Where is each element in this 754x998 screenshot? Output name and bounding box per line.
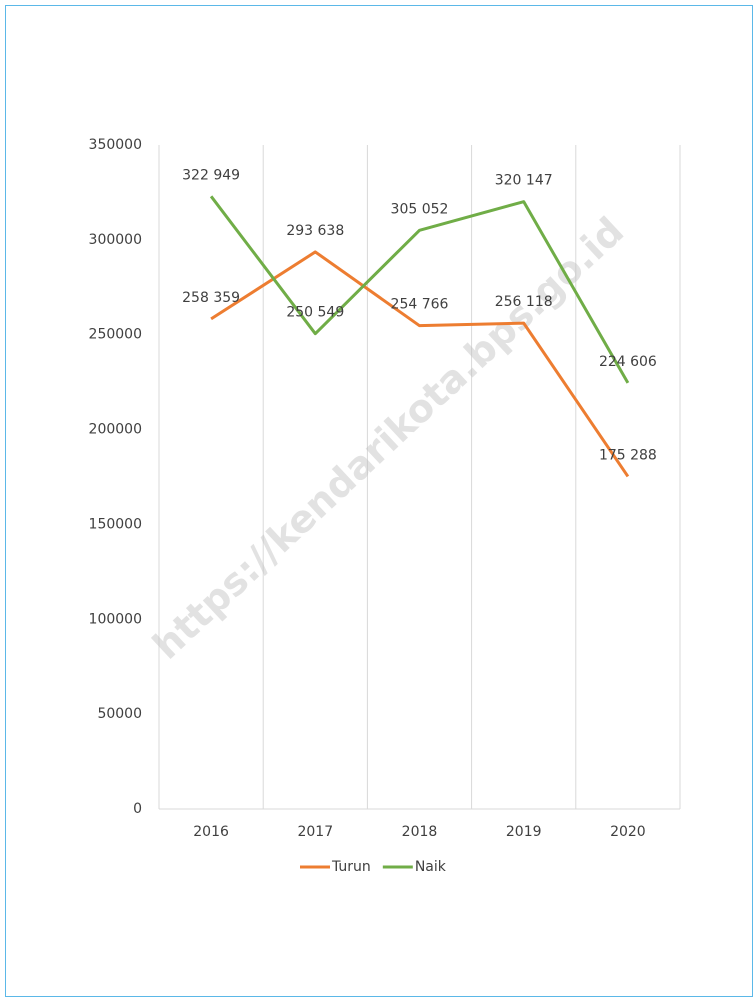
- legend-label: Turun: [331, 859, 371, 875]
- data-label: 254 766: [391, 297, 449, 313]
- data-label: 175 288: [599, 447, 657, 463]
- y-tick-label: 200000: [89, 422, 142, 438]
- data-label: 322 949: [182, 167, 240, 183]
- x-tick-label: 2016: [193, 824, 229, 840]
- series-line: [209, 195, 630, 384]
- x-tick-label: 2019: [506, 824, 542, 840]
- data-label: 258 359: [182, 290, 240, 306]
- data-label: 250 549: [286, 305, 344, 321]
- y-tick-label: 0: [133, 801, 142, 817]
- series-line: [210, 250, 630, 478]
- data-label: 320 147: [495, 173, 553, 189]
- y-tick-label: 150000: [89, 516, 142, 532]
- watermark: https://kendarikota.bps.go.id: [144, 209, 632, 668]
- y-tick-label: 300000: [89, 232, 142, 248]
- y-tick-label: 250000: [89, 327, 142, 343]
- frame: [5, 5, 753, 997]
- y-tick-label: 350000: [89, 137, 142, 153]
- legend-label: Naik: [415, 859, 447, 875]
- data-label: 224 606: [599, 354, 657, 370]
- x-tick-label: 2018: [402, 824, 438, 840]
- y-tick-label: 100000: [89, 611, 142, 627]
- data-label: 256 118: [495, 294, 553, 310]
- y-tick-label: 50000: [97, 706, 142, 722]
- x-tick-label: 2017: [297, 824, 333, 840]
- data-label: 293 638: [286, 223, 344, 239]
- data-label: 305 052: [391, 201, 449, 217]
- x-tick-label: 2020: [610, 824, 646, 840]
